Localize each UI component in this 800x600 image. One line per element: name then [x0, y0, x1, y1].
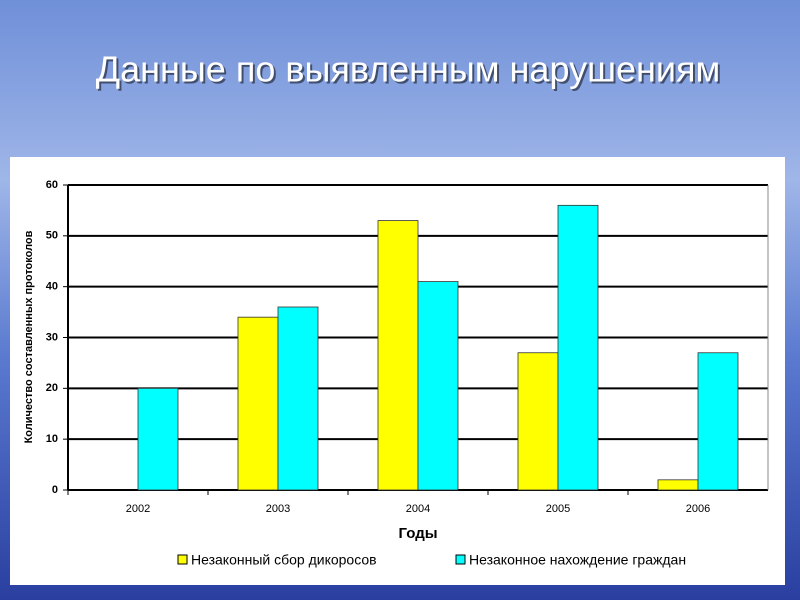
bar: [277, 306, 319, 491]
y-tick-label: 40: [46, 281, 58, 293]
y-tick-label: 10: [46, 433, 58, 445]
bar: [697, 352, 739, 491]
x-axis-label: Годы: [398, 525, 437, 542]
x-tick-label: 2005: [546, 503, 570, 515]
bar: [557, 204, 599, 491]
y-tick-label: 20: [46, 382, 58, 394]
plot: 0 10 20 30 40 50 60 2002 2003 2004 2005 2006 Незакон…: [46, 179, 769, 568]
title-shadow: Данные по выявленным нарушениям: [98, 51, 722, 92]
chart-title: Данные по выявленным нарушениям: [96, 49, 720, 90]
x-tick-label: 2003: [266, 503, 290, 515]
y-axis-label: Количество составленных протоколов: [23, 230, 35, 443]
y-tick-label: 0: [52, 484, 58, 496]
bar: [657, 479, 699, 491]
bar: [137, 387, 179, 491]
x-tick-label: 2006: [686, 503, 710, 515]
bar: [237, 316, 279, 491]
x-tick-label: 2002: [126, 503, 150, 515]
bar: [517, 352, 559, 491]
y-tick-label: 30: [46, 331, 58, 343]
bar: [377, 220, 419, 491]
legend-swatch: [455, 554, 466, 565]
legend-label: Незаконное нахождение граждан: [469, 552, 686, 568]
legend-label: Незаконный сбор дикоросов: [191, 552, 377, 568]
x-tick-label: 2004: [406, 503, 430, 515]
y-tick-label: 50: [46, 230, 58, 242]
y-tick-label: 60: [46, 179, 58, 191]
legend-swatch: [177, 554, 188, 565]
bar: [417, 281, 459, 491]
